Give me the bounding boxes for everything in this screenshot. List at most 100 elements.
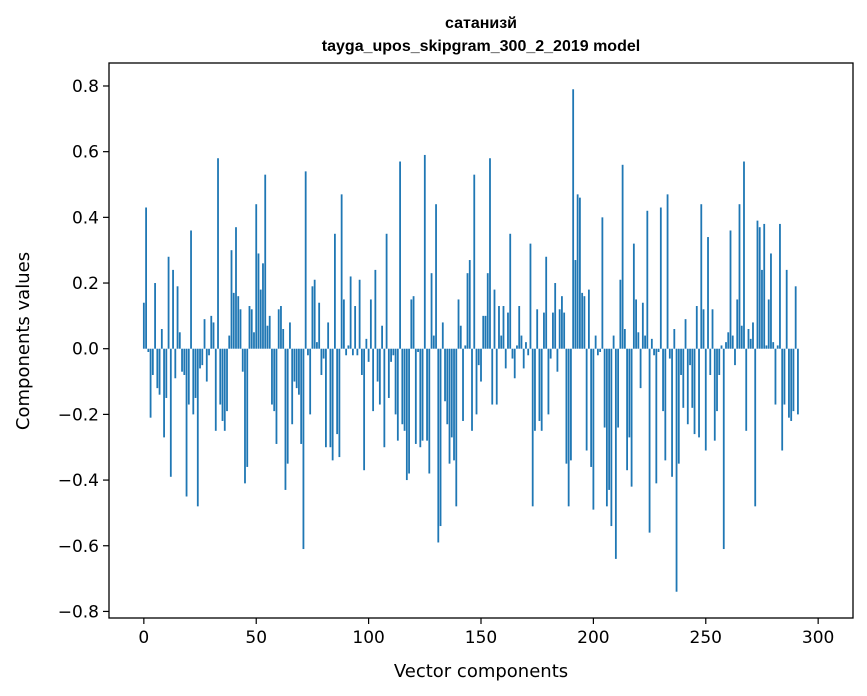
bar-220 bbox=[637, 332, 640, 349]
bar-142 bbox=[462, 348, 464, 421]
x-axis-ticks: 0 50 100 150 200 250 300 bbox=[138, 618, 834, 648]
bar-144 bbox=[466, 273, 469, 349]
bar-276 bbox=[763, 223, 766, 349]
bar-127 bbox=[428, 348, 431, 474]
bar-67 bbox=[293, 348, 296, 382]
bar-5 bbox=[154, 283, 156, 349]
bar-161 bbox=[504, 348, 507, 369]
bar-45 bbox=[244, 348, 246, 484]
bar-192 bbox=[574, 260, 577, 349]
bar-64 bbox=[286, 348, 289, 464]
bar-24 bbox=[196, 348, 199, 507]
bar-261 bbox=[729, 230, 732, 349]
bar-87 bbox=[338, 348, 341, 458]
bar-121 bbox=[414, 348, 417, 444]
bar-240 bbox=[682, 348, 685, 408]
bar-104 bbox=[376, 348, 379, 382]
bar-285 bbox=[783, 348, 786, 405]
bar-54 bbox=[264, 174, 267, 349]
bar-218 bbox=[632, 243, 635, 349]
bar-90 bbox=[345, 348, 348, 356]
bar-257 bbox=[720, 345, 723, 349]
bar-186 bbox=[561, 296, 563, 349]
bar-273 bbox=[756, 220, 759, 349]
bar-114 bbox=[399, 161, 401, 349]
bar-4 bbox=[151, 348, 154, 375]
bar-41 bbox=[235, 227, 237, 349]
bar-157 bbox=[495, 348, 498, 405]
y-axis-ticks: −0.8 −0.6 −0.4 −0.2 0.0 0.2 0.4 0.6 0.8 bbox=[58, 77, 109, 622]
bar-78 bbox=[318, 302, 321, 349]
y-tick-label: −0.6 bbox=[58, 537, 99, 557]
bar-208 bbox=[610, 348, 613, 527]
x-tick-label: 200 bbox=[577, 628, 609, 648]
bar-111 bbox=[392, 348, 395, 356]
bar-251 bbox=[707, 237, 709, 349]
bar-18 bbox=[183, 348, 186, 375]
bar-63 bbox=[284, 348, 287, 490]
bar-225 bbox=[648, 348, 651, 533]
bar-241 bbox=[684, 319, 687, 349]
bar-82 bbox=[327, 322, 330, 349]
plot-frame bbox=[108, 62, 854, 619]
bar-265 bbox=[738, 204, 741, 349]
bar-3 bbox=[149, 348, 152, 418]
bar-128 bbox=[430, 273, 433, 349]
bar-147 bbox=[473, 174, 476, 349]
bar-214 bbox=[623, 329, 626, 349]
bar-69 bbox=[298, 348, 300, 395]
bar-244 bbox=[691, 348, 694, 408]
bar-15 bbox=[176, 286, 179, 349]
bar-197 bbox=[585, 348, 588, 451]
bar-171 bbox=[527, 348, 530, 356]
bar-176 bbox=[538, 348, 541, 421]
bar-115 bbox=[401, 348, 404, 425]
bar-206 bbox=[605, 348, 608, 507]
bar-126 bbox=[426, 348, 428, 441]
bar-178 bbox=[543, 312, 545, 349]
bar-148 bbox=[475, 348, 478, 415]
bar-57 bbox=[271, 348, 273, 405]
bar-193 bbox=[576, 194, 579, 349]
bar-230 bbox=[659, 207, 662, 349]
bar-129 bbox=[432, 335, 435, 349]
bar-213 bbox=[621, 164, 624, 349]
bar-11 bbox=[167, 256, 170, 349]
bar-163 bbox=[509, 233, 512, 349]
x-tick-label: 50 bbox=[245, 628, 267, 648]
x-axis-label: Vector components bbox=[394, 661, 568, 682]
bar-278 bbox=[767, 299, 770, 349]
bar-262 bbox=[731, 335, 734, 349]
bar-118 bbox=[408, 348, 410, 474]
y-tick-label: 0.2 bbox=[72, 274, 99, 294]
bar-286 bbox=[785, 269, 788, 349]
bar-79 bbox=[320, 348, 323, 375]
bar-93 bbox=[351, 348, 354, 356]
bar-39 bbox=[230, 250, 233, 349]
bar-236 bbox=[673, 329, 676, 349]
bar-232 bbox=[664, 348, 667, 461]
bar-159 bbox=[500, 335, 503, 349]
y-tick-label: −0.4 bbox=[58, 471, 99, 491]
bar-154 bbox=[489, 158, 491, 349]
bar-281 bbox=[774, 348, 777, 405]
bar-36 bbox=[223, 348, 226, 431]
x-tick-label: 150 bbox=[465, 628, 497, 648]
bar-233 bbox=[666, 194, 669, 349]
bar-160 bbox=[502, 306, 505, 349]
bar-279 bbox=[770, 253, 772, 349]
bar-140 bbox=[457, 299, 460, 349]
bar-188 bbox=[565, 348, 568, 464]
bar-66 bbox=[291, 348, 294, 425]
bar-187 bbox=[563, 312, 566, 349]
bar-143 bbox=[464, 345, 467, 349]
bar-32 bbox=[214, 348, 217, 431]
bar-102 bbox=[372, 348, 375, 412]
bar-122 bbox=[417, 348, 419, 352]
bar-248 bbox=[700, 204, 703, 349]
bar-180 bbox=[547, 348, 550, 415]
bar-120 bbox=[412, 296, 415, 349]
bar-17 bbox=[181, 348, 183, 372]
bar-98 bbox=[363, 348, 366, 471]
